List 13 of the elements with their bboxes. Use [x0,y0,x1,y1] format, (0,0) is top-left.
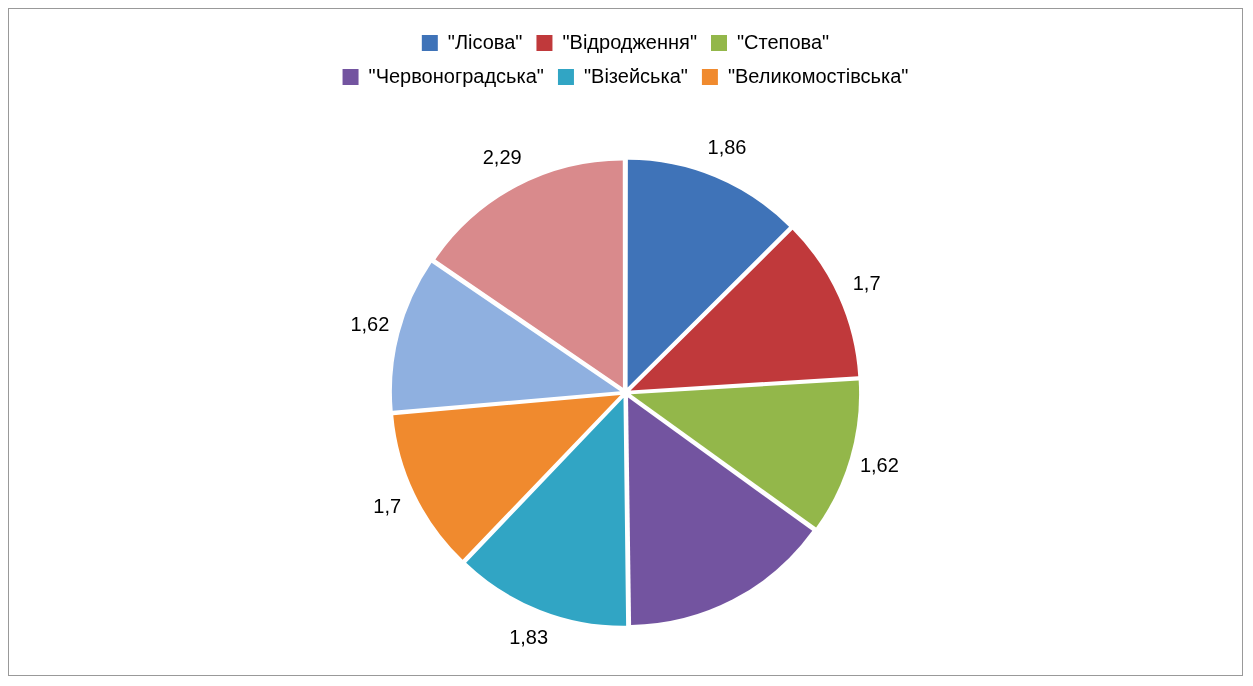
legend-label: "Візейська" [583,64,688,87]
legend-label: "Червоноградська" [368,64,544,87]
data-label: 1,7 [373,494,402,517]
data-label: 1,83 [509,626,549,649]
legend-label: "Лісова" [447,30,523,53]
data-label: 1,62 [350,313,390,336]
data-label: 1,62 [859,453,899,476]
legend-label: "Степова" [737,30,830,53]
legend-label: "Великомостівська" [727,64,909,87]
data-label: 1,7 [852,272,881,294]
data-label: 1,86 [707,136,747,159]
legend-label: "Відродження" [562,30,698,53]
data-label: 2,29 [482,146,522,169]
